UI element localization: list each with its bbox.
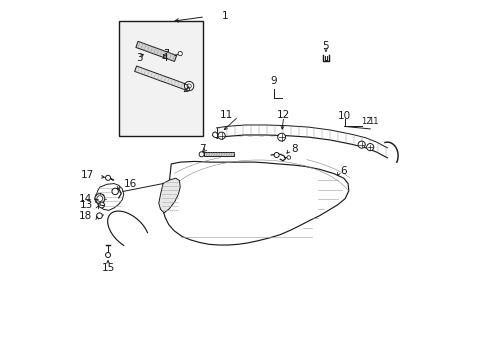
Text: 6: 6	[340, 166, 346, 176]
Text: 2: 2	[182, 84, 189, 94]
Circle shape	[184, 81, 193, 91]
Text: 5: 5	[322, 41, 328, 51]
Text: 3: 3	[136, 53, 142, 63]
Circle shape	[97, 196, 102, 202]
Text: 12: 12	[360, 117, 370, 126]
Text: 10: 10	[337, 111, 350, 121]
Polygon shape	[159, 178, 180, 213]
Text: 18: 18	[78, 211, 91, 221]
Text: 4: 4	[162, 53, 168, 63]
Circle shape	[97, 213, 102, 219]
Circle shape	[218, 132, 225, 139]
Polygon shape	[96, 184, 123, 210]
Circle shape	[274, 153, 279, 157]
Text: 13: 13	[79, 200, 93, 210]
Polygon shape	[134, 66, 188, 90]
Circle shape	[95, 194, 104, 203]
Text: 11: 11	[368, 117, 378, 126]
Text: 9: 9	[270, 76, 277, 86]
Circle shape	[357, 141, 365, 148]
Circle shape	[112, 188, 118, 195]
Text: 17: 17	[81, 170, 94, 180]
Circle shape	[105, 252, 110, 257]
Circle shape	[178, 51, 182, 56]
Circle shape	[105, 175, 110, 180]
Bar	[119, 21, 203, 136]
Bar	[204, 153, 234, 156]
Text: 11: 11	[220, 110, 233, 120]
Text: 12: 12	[277, 110, 290, 120]
Polygon shape	[136, 41, 176, 62]
Circle shape	[199, 152, 203, 157]
Text: 15: 15	[101, 262, 114, 273]
Circle shape	[99, 202, 104, 208]
Circle shape	[366, 144, 373, 151]
Text: 8: 8	[290, 144, 297, 154]
Text: 7: 7	[199, 144, 205, 154]
Circle shape	[186, 84, 191, 88]
Circle shape	[277, 133, 285, 141]
Text: 1: 1	[221, 11, 228, 21]
Circle shape	[286, 156, 290, 159]
Text: 14: 14	[78, 194, 91, 203]
Polygon shape	[162, 161, 348, 245]
Text: 16: 16	[123, 179, 137, 189]
Polygon shape	[216, 125, 386, 158]
